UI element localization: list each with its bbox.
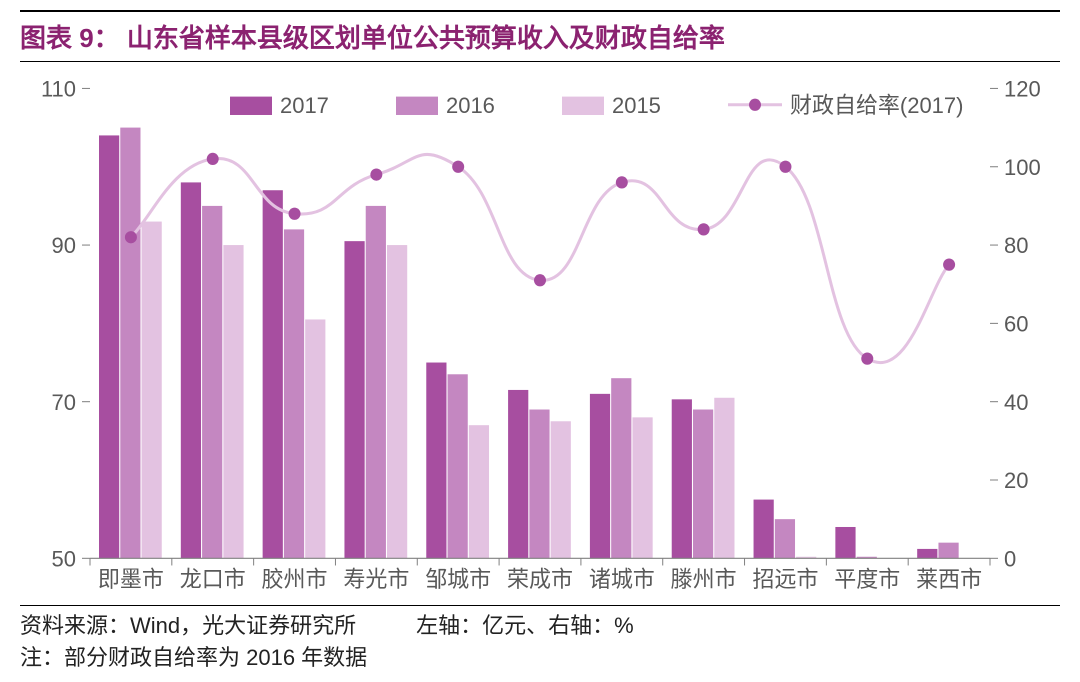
line-marker <box>370 168 382 180</box>
bar <box>142 222 162 559</box>
svg-text:80: 80 <box>1004 233 1028 258</box>
axis-note: 左轴：亿元、右轴：% <box>416 610 634 642</box>
category-label: 邹城市 <box>425 567 491 592</box>
footnote: 注：部分财政自给率为 2016 年数据 <box>20 642 1060 674</box>
line-marker <box>207 153 219 165</box>
category-label: 荣成市 <box>507 567 573 592</box>
chart-area: 50 70 90 110 0 20 40 60 80 100 120 即墨市龙口市胶州市寿光市邹城市荣… <box>20 68 1060 601</box>
bar <box>305 319 325 558</box>
line-marker <box>452 161 464 173</box>
bar <box>529 410 549 559</box>
line-marker <box>289 208 301 220</box>
svg-text:120: 120 <box>1004 76 1041 101</box>
chart-svg: 50 70 90 110 0 20 40 60 80 100 120 即墨市龙口市胶州市寿光市邹城市荣… <box>20 68 1060 601</box>
svg-text:50: 50 <box>52 546 76 571</box>
figure-footer: 资料来源：Wind，光大证券研究所 左轴：亿元、右轴：% 注：部分财政自给率为 … <box>20 605 1060 674</box>
svg-text:90: 90 <box>52 233 76 258</box>
svg-text:0: 0 <box>1004 546 1016 571</box>
bar <box>120 128 140 559</box>
bar <box>181 182 201 558</box>
bar <box>366 206 386 558</box>
bar <box>714 398 734 559</box>
svg-text:2016: 2016 <box>446 93 495 118</box>
bar <box>693 410 713 559</box>
line-marker <box>698 223 710 235</box>
bar <box>754 500 774 559</box>
svg-text:110: 110 <box>41 76 76 101</box>
bar <box>263 190 283 558</box>
bar <box>590 394 610 558</box>
bar <box>344 241 364 558</box>
category-label: 莱西市 <box>916 567 982 592</box>
line-marker <box>779 161 791 173</box>
bar <box>469 425 489 558</box>
figure-container: 图表 9： 山东省样本县级区划单位公共预算收入及财政自给率 50 70 90 110 0… <box>0 0 1080 682</box>
bar <box>223 245 243 558</box>
category-label: 即墨市 <box>98 567 164 592</box>
line-marker <box>943 259 955 271</box>
bar <box>448 374 468 558</box>
category-label: 招远市 <box>752 567 818 592</box>
svg-text:40: 40 <box>1004 390 1028 415</box>
bar <box>917 549 937 558</box>
bar <box>202 206 222 558</box>
figure-title: 图表 9： 山东省样本县级区划单位公共预算收入及财政自给率 <box>20 10 1060 62</box>
svg-text:2015: 2015 <box>612 93 661 118</box>
source-label: 资料来源：Wind，光大证券研究所 <box>20 610 356 642</box>
svg-text:60: 60 <box>1004 311 1028 336</box>
bar <box>672 399 692 558</box>
svg-text:100: 100 <box>1004 155 1041 180</box>
category-label: 寿光市 <box>343 567 409 592</box>
bar <box>99 135 119 558</box>
category-label: 滕州市 <box>671 567 737 592</box>
bar <box>938 543 958 559</box>
svg-text:70: 70 <box>52 390 76 415</box>
bar <box>387 245 407 558</box>
bar <box>508 390 528 558</box>
line-marker <box>125 231 137 243</box>
bar <box>775 519 795 558</box>
svg-text:20: 20 <box>1004 468 1028 493</box>
svg-text:财政自给率(2017): 财政自给率(2017) <box>790 93 963 118</box>
line-marker <box>616 176 628 188</box>
line-marker <box>861 352 873 364</box>
bar <box>611 378 631 558</box>
category-label: 龙口市 <box>180 567 246 592</box>
bar <box>835 527 855 558</box>
category-label: 胶州市 <box>262 567 328 592</box>
bar <box>284 229 304 558</box>
line-marker <box>534 274 546 286</box>
bar <box>426 363 446 559</box>
bar <box>632 417 652 558</box>
svg-text:2017: 2017 <box>280 93 329 118</box>
category-label: 诸城市 <box>589 567 655 592</box>
category-label: 平度市 <box>834 567 900 592</box>
bar <box>551 421 571 558</box>
